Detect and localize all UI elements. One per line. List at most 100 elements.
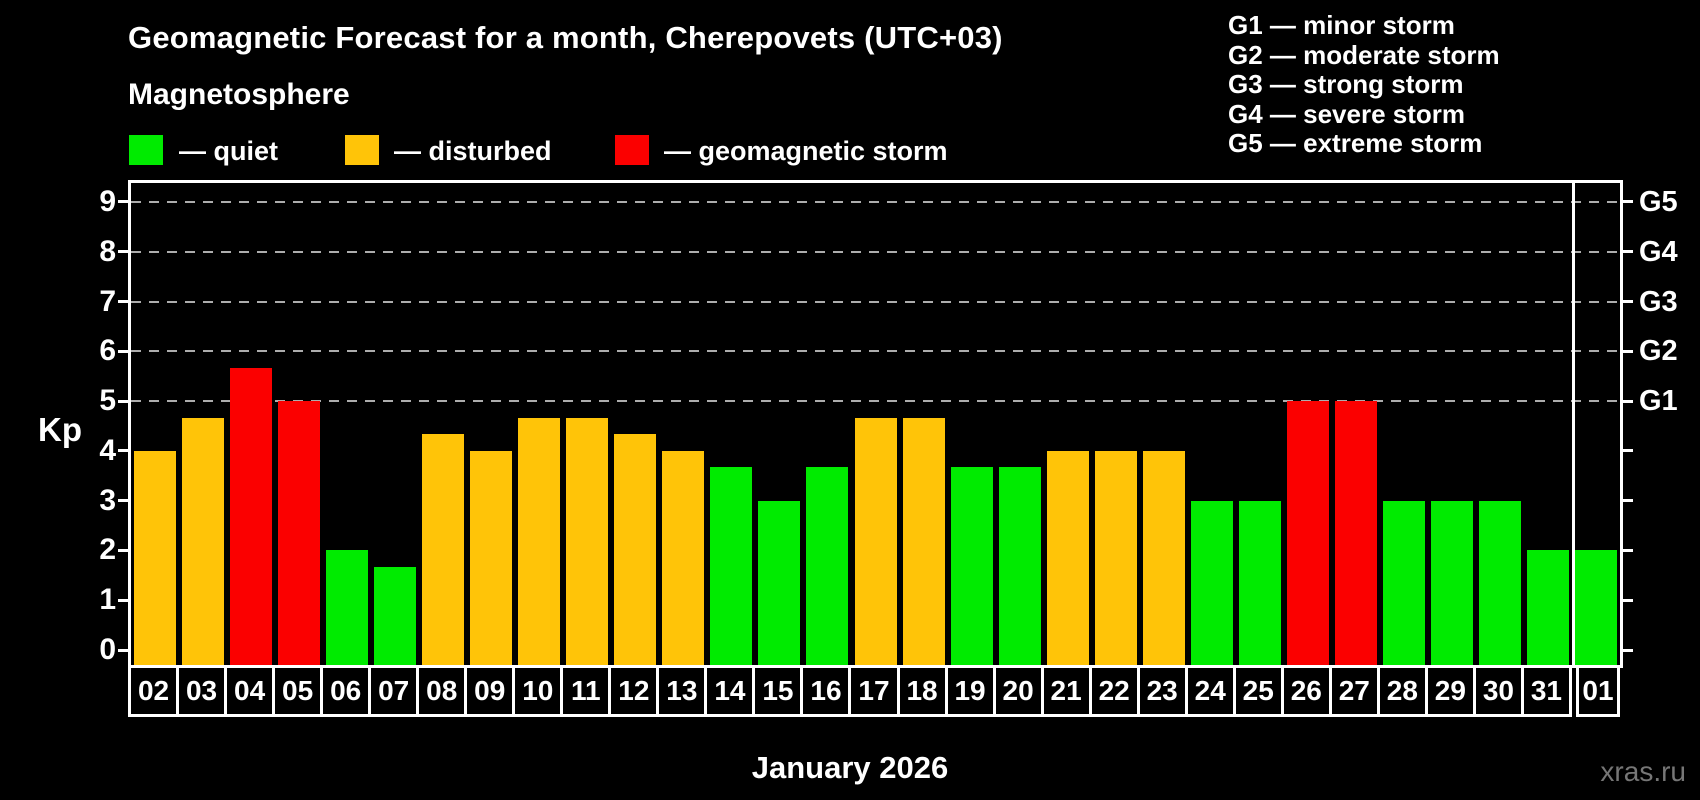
gridline-kp7 — [131, 300, 1620, 303]
g-scale-legend-item: G2 — moderate storm — [1228, 39, 1500, 70]
kp-bar-day-27 — [1334, 401, 1377, 665]
kp-bar-day-02 — [134, 450, 177, 665]
left-axis-tick-kp6 — [118, 349, 128, 353]
date-cell-24: 24 — [1184, 665, 1236, 717]
date-cell-03: 03 — [176, 665, 228, 717]
g-scale-legend-item: G3 — strong storm — [1228, 69, 1464, 100]
kp-bar-day-03 — [182, 417, 225, 665]
right-axis-tick-kp5 — [1623, 399, 1633, 403]
date-cell-19: 19 — [944, 665, 996, 717]
date-cell-23: 23 — [1136, 665, 1188, 717]
kp-bar-day-26 — [1286, 401, 1329, 665]
date-cell-17: 17 — [848, 665, 900, 717]
g-scale-legend-item: G1 — minor storm — [1228, 10, 1455, 40]
kp-bar-day-05 — [278, 401, 321, 665]
kp-bar-day-01 — [1574, 550, 1617, 665]
left-axis-tick-kp8 — [118, 250, 128, 254]
date-cell-09: 09 — [464, 665, 516, 717]
left-axis-tick-kp0 — [118, 648, 128, 652]
kp-bar-day-17 — [854, 417, 897, 665]
date-cell-05: 05 — [272, 665, 324, 717]
quiet-color-swatch — [129, 135, 163, 165]
kp-bar-day-12 — [614, 434, 657, 665]
g-scale-axis-label-G2: G2 — [1639, 335, 1678, 368]
date-cell-29: 29 — [1424, 665, 1476, 717]
plot-area — [128, 180, 1623, 668]
y-axis-label-9: 9 — [99, 184, 116, 218]
kp-bar-day-22 — [1094, 450, 1137, 665]
month-label: January 2026 — [751, 750, 949, 785]
date-cell-01: 01 — [1575, 665, 1620, 717]
y-axis-label-0: 0 — [99, 633, 116, 666]
kp-bar-day-28 — [1382, 500, 1425, 665]
right-axis-tick-kp6 — [1623, 349, 1633, 353]
kp-bar-day-04 — [230, 367, 273, 665]
gridline-kp5 — [131, 400, 1620, 403]
date-cell-20: 20 — [992, 665, 1044, 717]
y-axis-label-2: 2 — [99, 533, 116, 567]
storm-legend-label: — geomagnetic storm — [664, 136, 948, 166]
date-cell-08: 08 — [416, 665, 468, 717]
chart-subtitle: Magnetosphere — [128, 78, 350, 111]
g-scale-legend-item: G5 — extreme storm — [1228, 128, 1483, 159]
y-axis-label-8: 8 — [99, 234, 116, 268]
date-cell-25: 25 — [1232, 665, 1284, 717]
right-axis-tick-kp9 — [1623, 200, 1633, 204]
date-cell-02: 02 — [128, 665, 180, 717]
g-scale-axis-label-G3: G3 — [1639, 285, 1678, 318]
right-axis-tick-kp0 — [1623, 648, 1633, 652]
date-cell-30: 30 — [1472, 665, 1524, 717]
y-axis-label-6: 6 — [99, 334, 116, 368]
right-axis-tick-kp8 — [1623, 250, 1633, 254]
date-cell-14: 14 — [704, 665, 756, 717]
date-cell-22: 22 — [1088, 665, 1140, 717]
kp-bar-day-06 — [326, 550, 369, 665]
left-axis-tick-kp3 — [118, 499, 128, 503]
left-axis-tick-kp9 — [118, 200, 128, 204]
date-cell-26: 26 — [1280, 665, 1332, 717]
date-cell-27: 27 — [1328, 665, 1380, 717]
month-separator-line — [1571, 183, 1575, 665]
kp-bar-day-29 — [1430, 500, 1473, 665]
kp-bar-day-07 — [374, 566, 417, 665]
y-axis-label-3: 3 — [99, 483, 116, 517]
kp-bar-day-21 — [1046, 450, 1089, 665]
right-axis-tick-kp2 — [1623, 548, 1633, 552]
left-axis-tick-kp1 — [118, 598, 128, 602]
kp-axis-title: Kp — [38, 411, 82, 448]
quiet-legend-label: — quiet — [179, 136, 278, 166]
page-title: Geomagnetic Forecast for a month, Cherep… — [128, 20, 1003, 55]
kp-bar-day-13 — [662, 450, 705, 665]
y-axis-label-1: 1 — [99, 583, 116, 617]
right-axis-tick-kp3 — [1623, 499, 1633, 503]
left-axis-tick-kp7 — [118, 300, 128, 304]
kp-bar-day-23 — [1142, 450, 1185, 665]
kp-bar-day-24 — [1190, 500, 1233, 665]
g-scale-axis-label-G5: G5 — [1639, 185, 1678, 218]
kp-bar-day-14 — [710, 467, 753, 665]
g-scale-axis-label-G4: G4 — [1639, 235, 1678, 268]
date-cell-12: 12 — [608, 665, 660, 717]
date-cell-21: 21 — [1040, 665, 1092, 717]
left-axis-tick-kp2 — [118, 548, 128, 552]
kp-bar-day-09 — [470, 450, 513, 665]
gridline-kp8 — [131, 250, 1620, 253]
gridline-kp9 — [131, 200, 1620, 203]
kp-bar-day-30 — [1478, 500, 1521, 665]
kp-bar-day-08 — [422, 434, 465, 665]
right-axis-tick-kp1 — [1623, 598, 1633, 602]
kp-bar-day-25 — [1238, 500, 1281, 665]
kp-bar-day-16 — [806, 467, 849, 665]
left-axis-tick-kp5 — [118, 399, 128, 403]
date-cell-31: 31 — [1520, 665, 1572, 717]
right-axis-tick-kp4 — [1623, 449, 1633, 453]
kp-bar-day-10 — [518, 417, 561, 665]
date-cell-15: 15 — [752, 665, 804, 717]
disturbed-color-swatch — [345, 135, 379, 165]
date-cell-28: 28 — [1376, 665, 1428, 717]
date-cell-07: 07 — [368, 665, 420, 717]
kp-bar-day-19 — [950, 467, 993, 665]
storm-color-swatch — [615, 135, 649, 165]
kp-bar-day-11 — [566, 417, 609, 665]
